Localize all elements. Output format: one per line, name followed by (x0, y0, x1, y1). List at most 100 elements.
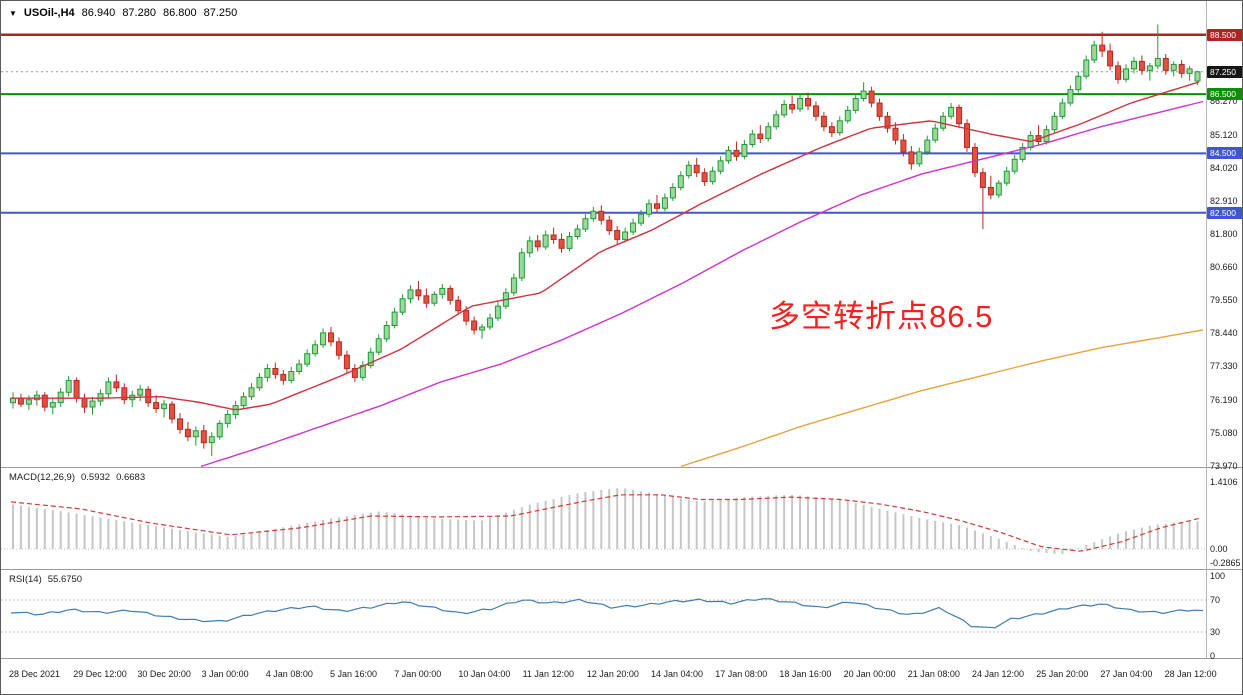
rsi-name: RSI(14) (9, 574, 42, 585)
candle-body (733, 149, 740, 157)
time-axis-label: 4 Jan 08:00 (265, 669, 313, 679)
candle-body (717, 160, 724, 172)
rsi-value: 55.6750 (47, 574, 83, 585)
time-axis-label: 30 Dec 20:00 (137, 669, 191, 679)
rsi-axis-label: 100 (1210, 571, 1226, 581)
candle-body (836, 120, 843, 134)
candle-body (820, 115, 827, 128)
candle-body (741, 144, 748, 157)
candle-body (526, 240, 533, 254)
candle-body (852, 98, 859, 111)
candle-body (192, 430, 199, 438)
symbol-period-label: USOil-,H4 (23, 7, 75, 19)
rsi-panel[interactable] (1, 570, 1206, 658)
candle-body (383, 325, 390, 340)
rsi-line (10, 598, 1204, 629)
macd-indicator-label: MACD(12,26,9) 0.5932 0.6683 (9, 472, 145, 483)
candle-body (1178, 63, 1185, 74)
collapse-triangle-icon[interactable]: ▼ (9, 8, 17, 18)
macd-panel[interactable] (1, 468, 1206, 569)
candle-body (987, 187, 994, 196)
panel-divider[interactable] (1, 569, 1242, 570)
candle-body (351, 368, 358, 378)
macd-axis-label: 0.00 (1210, 544, 1228, 554)
candle-body (200, 430, 207, 444)
candle-body (892, 127, 899, 141)
candle-body (431, 293, 438, 304)
candle-body (1138, 60, 1145, 71)
candle-body (757, 133, 764, 140)
time-axis-label: 28 Dec 2021 (9, 669, 61, 679)
candle-body (828, 126, 835, 134)
price-level-lines[interactable] (1, 33, 1206, 214)
candle-body (113, 381, 120, 389)
price-tick-label: 80.660 (1210, 262, 1238, 273)
candle-body (1115, 65, 1121, 80)
price-tick-label: 73.970 (1210, 460, 1238, 471)
candle-body (677, 175, 684, 189)
candle-body (25, 399, 32, 405)
candle-body (1194, 71, 1201, 82)
candle-body (797, 98, 804, 110)
time-axis-label: 14 Jan 04:00 (651, 669, 704, 679)
candle-body (471, 320, 478, 331)
time-axis-label: 17 Jan 08:00 (715, 669, 768, 679)
time-axis-label: 12 Jan 20:00 (586, 669, 639, 679)
candle-body (606, 219, 613, 232)
candle-body (121, 387, 128, 401)
candle-body (1059, 102, 1066, 117)
candle-body (598, 210, 605, 221)
candle-body (153, 402, 160, 410)
price-axis-separator (1206, 1, 1207, 658)
candle-body (844, 109, 851, 122)
rsi-axis-label: 0 (1210, 651, 1216, 661)
candle-body (630, 222, 637, 233)
candles-layer (10, 24, 1201, 456)
candle-body (614, 230, 621, 240)
candle-body (375, 338, 382, 353)
candle-body (479, 326, 486, 331)
candle-body (177, 418, 183, 430)
time-axis-label: 29 Dec 12:00 (73, 669, 127, 679)
candle-body (789, 104, 796, 110)
panel-divider[interactable] (1, 467, 1242, 468)
candle-body (1186, 68, 1193, 74)
macd-main-value: 0.5932 (81, 472, 111, 483)
candle-body (208, 436, 215, 444)
price-tick-label: 86.270 (1210, 95, 1238, 106)
candle-body (240, 396, 247, 407)
time-axis[interactable]: 28 Dec 2021 29 Dec 12:00 30 Dec 20:00 3 Jan… (1, 659, 1242, 694)
time-axis-label: 28 Jan 12:00 (1164, 669, 1217, 679)
candle-body (320, 332, 327, 346)
candle-body (216, 422, 223, 438)
price-tick-label: 79.550 (1210, 295, 1238, 306)
time-axis-label: 20 Jan 00:00 (843, 669, 896, 679)
price-level-badge: 88.500 (1207, 28, 1242, 41)
candle-body (264, 368, 271, 378)
candle-body (328, 332, 334, 343)
price-tick-label: 85.120 (1210, 130, 1238, 140)
ma-slow-orange-line (680, 329, 1204, 467)
time-axis-label: 21 Jan 08:00 (907, 669, 960, 679)
time-axis-label: 27 Jan 04:00 (1100, 669, 1153, 679)
candle-body (1019, 147, 1026, 160)
candle-body (407, 289, 414, 300)
candle-body (566, 236, 573, 249)
candle-body (884, 115, 891, 129)
candle-body (272, 368, 279, 375)
candle-body (1131, 60, 1137, 70)
candle-body (979, 172, 986, 188)
candle-body (343, 354, 350, 370)
price-chart[interactable] (1, 1, 1206, 467)
candle-body (81, 397, 88, 408)
candle-body (940, 115, 947, 129)
candle-body (33, 394, 40, 401)
candle-body (900, 139, 907, 153)
candle-body (805, 98, 811, 107)
chart-ohlc-header: ▼ USOil-,H4 86.940 87.280 86.800 87.250 (9, 7, 237, 19)
candle-body (487, 317, 493, 328)
candle-body (335, 341, 342, 356)
candle-body (948, 106, 955, 117)
price-tick-label: 84.020 (1210, 162, 1238, 173)
candle-body (669, 187, 676, 199)
